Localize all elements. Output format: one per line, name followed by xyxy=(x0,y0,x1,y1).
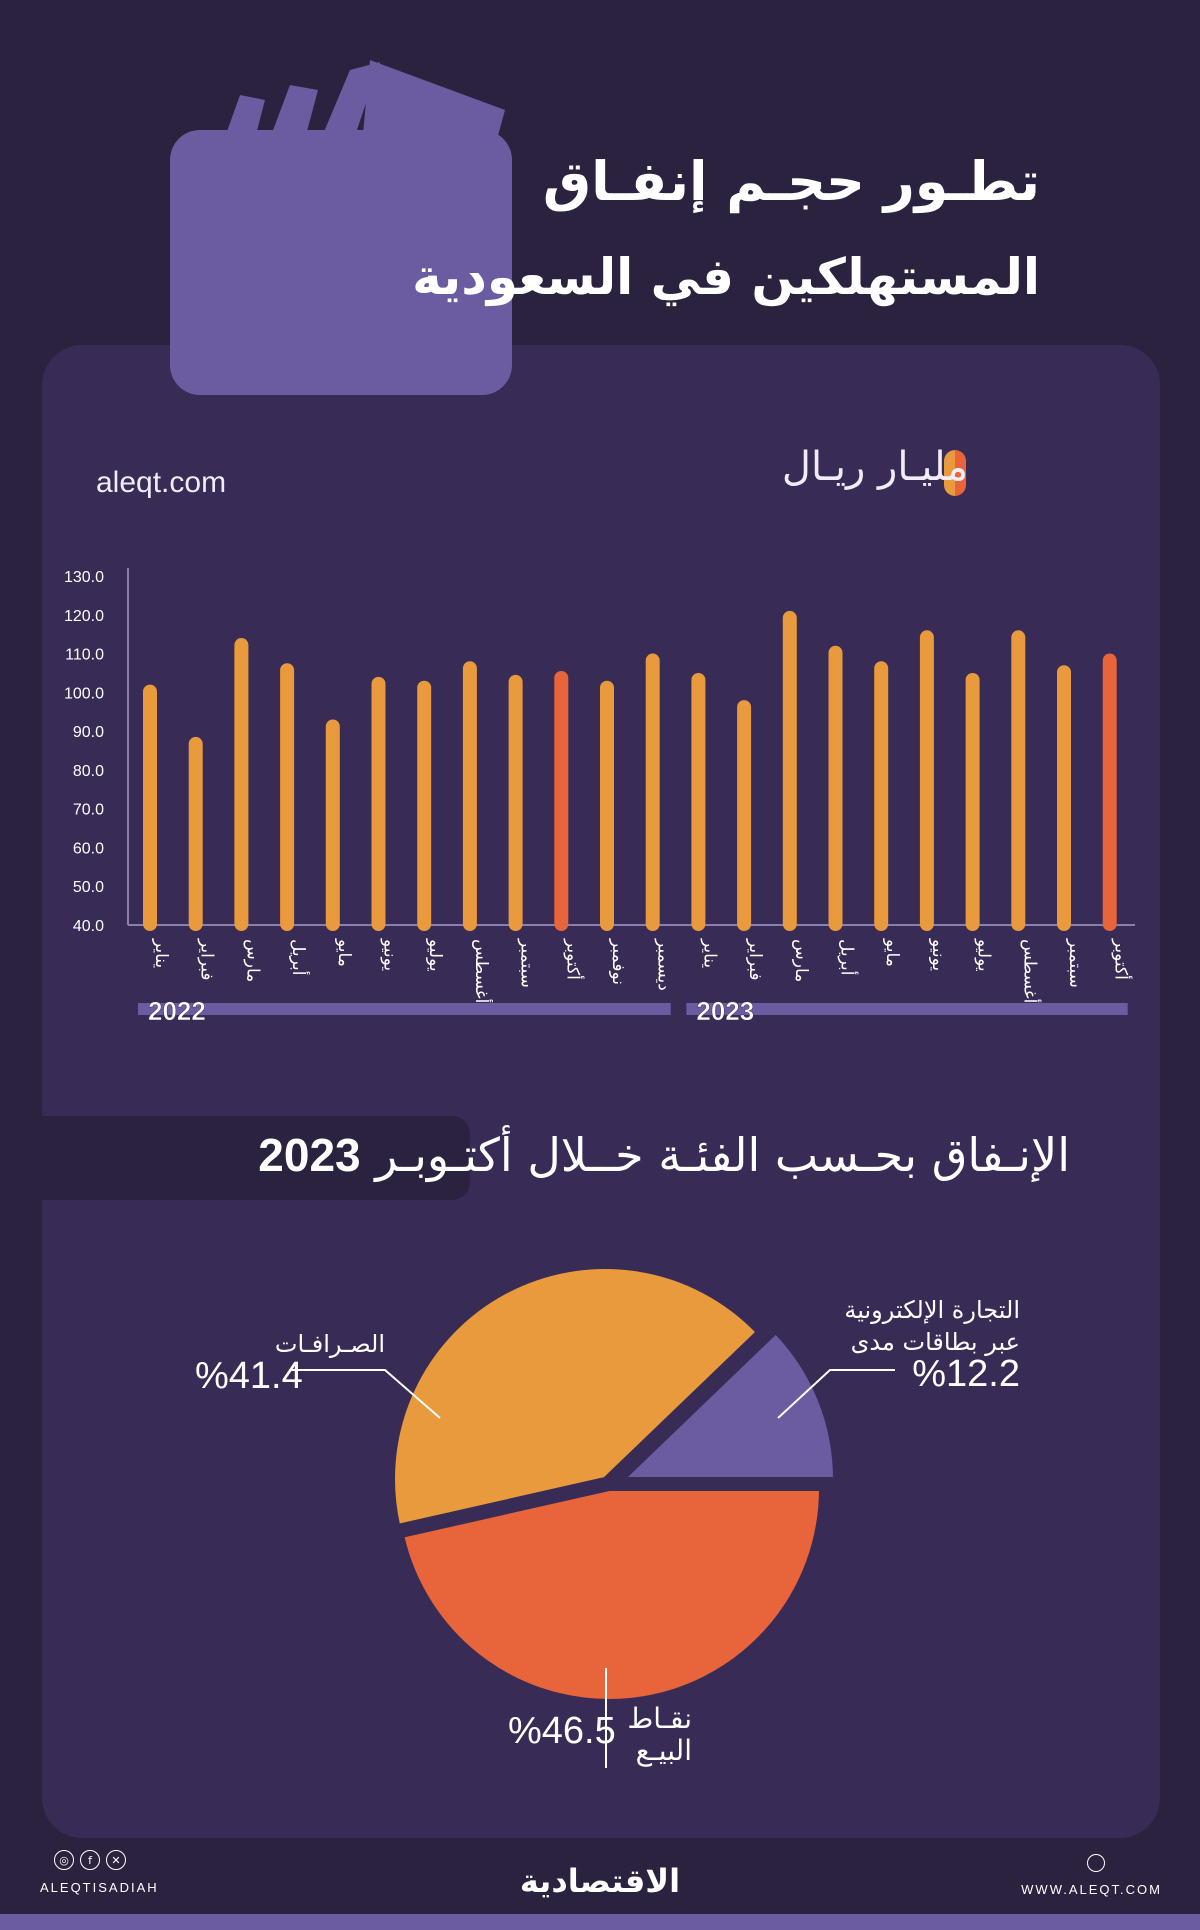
social-handle: ALEQTISADIAH xyxy=(40,1880,159,1895)
globe-icon xyxy=(1087,1854,1105,1872)
y-tick-label: 130.0 xyxy=(64,569,104,586)
y-tick-label: 110.0 xyxy=(65,647,104,664)
y-tick-label: 60.0 xyxy=(73,840,104,857)
year-label: 2023 xyxy=(696,996,754,1026)
x-tick-label: يونيو xyxy=(380,938,400,971)
label-atm: الصـرافـات %41.4 xyxy=(195,1328,385,1397)
leader-line-atm xyxy=(290,1369,441,1419)
pie-slice xyxy=(618,1329,838,1481)
x-tick-label: يوليو xyxy=(425,938,445,972)
instagram-icon[interactable]: ◎ xyxy=(54,1850,74,1870)
pie-title-text: الإنـفاق بحـسب الفئـة خــلال أكتـوبـر xyxy=(375,1128,1070,1182)
y-tick-label: 120.0 xyxy=(64,608,104,625)
year-label: 2022 xyxy=(148,996,206,1026)
y-tick-label: 90.0 xyxy=(73,724,104,741)
label-pos-pct: %46.5 xyxy=(508,1710,616,1752)
x-tick-label: أغسطس xyxy=(1019,939,1041,1003)
x-tick-label: سبتمبر xyxy=(1065,938,1085,988)
label-pos-line2: البيـع xyxy=(635,1734,692,1767)
y-tick-label: 40.0 xyxy=(73,918,104,935)
label-ecom-line2: عبر بطاقات مدى xyxy=(850,1328,1020,1356)
label-pos-line1: نقـاط xyxy=(627,1702,692,1735)
label-ecom-line1: التجارة الإلكترونية xyxy=(844,1296,1020,1324)
label-atm-pct: %41.4 xyxy=(195,1355,303,1397)
x-tick-label: أبريل xyxy=(837,939,859,975)
x-tick-label: مارس xyxy=(242,939,262,982)
bottom-strip xyxy=(0,1914,1200,1930)
wallet-icon xyxy=(170,130,512,395)
site-label: aleqt.com xyxy=(96,466,227,499)
x-tick-label: أكتوبر xyxy=(1111,938,1133,980)
x-tick-label: يناير xyxy=(699,938,719,968)
pie-title: الإنـفاق بحـسب الفئـة خــلال أكتـوبـر 20… xyxy=(258,1128,1070,1182)
x-tick-label: أكتوبر xyxy=(562,938,584,980)
pie-slice xyxy=(399,1487,824,1703)
y-tick-label: 100.0 xyxy=(64,685,104,702)
title-line2: المستهلكين في السعودية xyxy=(412,248,1040,306)
unit-marker xyxy=(944,450,966,496)
social-icons: ◎ f ✕ xyxy=(54,1850,126,1870)
pie-title-year: 2023 xyxy=(258,1129,361,1181)
x-tick-label: أغسطس xyxy=(471,939,493,1003)
leader-line-ecommerce xyxy=(777,1369,895,1419)
y-tick-label: 80.0 xyxy=(73,763,104,780)
label-ecommerce: التجارة الإلكترونية عبر بطاقات مدى %12.2 xyxy=(790,1294,1020,1395)
title-line1: تطـور حجـم إنفـاق xyxy=(542,150,1040,213)
x-tick-label: فبراير xyxy=(197,938,217,980)
y-tick-label: 50.0 xyxy=(73,879,104,896)
label-atm-name: الصـرافـات xyxy=(274,1330,385,1358)
x-tick-label: فبراير xyxy=(745,938,765,980)
x-tick-label: يونيو xyxy=(928,938,948,971)
x-tick-label: مايو xyxy=(334,938,354,967)
facebook-icon[interactable]: f xyxy=(80,1850,100,1870)
x-icon[interactable]: ✕ xyxy=(106,1850,126,1870)
brand-logo: الاقتصادية xyxy=(519,1862,681,1900)
x-tick-label: أبريل xyxy=(288,939,310,975)
section-band xyxy=(42,1116,470,1200)
pie-slice xyxy=(391,1265,761,1529)
x-tick-label: يناير xyxy=(151,938,171,968)
x-tick-label: نوفمبر xyxy=(608,938,628,985)
x-tick-label: ديسمبر xyxy=(654,938,674,991)
unit-label: مليـار ريـال xyxy=(781,444,968,490)
year-bar xyxy=(138,1003,671,1015)
x-tick-label: مايو xyxy=(882,938,902,967)
x-tick-label: سبتمبر xyxy=(517,938,537,988)
label-ecom-pct: %12.2 xyxy=(912,1353,1020,1395)
year-bar xyxy=(686,1003,1128,1015)
x-tick-label: يوليو xyxy=(974,938,994,972)
y-tick-label: 70.0 xyxy=(73,802,104,819)
x-tick-label: مارس xyxy=(791,939,811,982)
label-pos: نقـاط البيـع xyxy=(612,1703,692,1767)
panel-top xyxy=(420,345,1160,465)
website-label[interactable]: WWW.ALEQT.COM xyxy=(1021,1882,1162,1897)
